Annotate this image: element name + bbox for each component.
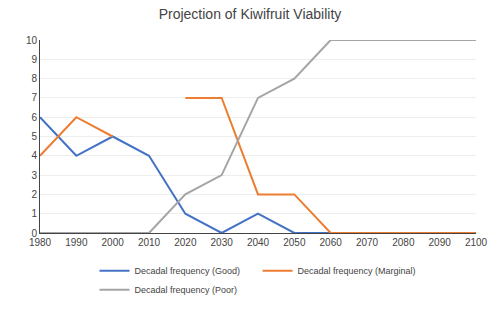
svg-text:9: 9 [31,54,37,65]
svg-text:2020: 2020 [174,237,197,248]
svg-text:5: 5 [31,131,37,142]
svg-text:Decadal frequency (Good): Decadal frequency (Good) [135,266,241,276]
svg-text:0: 0 [31,228,37,239]
svg-text:Decadal frequency (Marginal): Decadal frequency (Marginal) [298,266,416,276]
svg-text:2070: 2070 [356,237,379,248]
svg-text:2: 2 [31,189,37,200]
svg-text:2100: 2100 [465,237,488,248]
svg-text:Projection of Kiwifruit Viabil: Projection of Kiwifruit Viability [159,6,342,22]
svg-text:2090: 2090 [429,237,452,248]
svg-text:2050: 2050 [283,237,306,248]
svg-text:2010: 2010 [138,237,161,248]
svg-text:1: 1 [31,208,37,219]
svg-text:7: 7 [31,92,37,103]
svg-text:3: 3 [31,170,37,181]
svg-text:2000: 2000 [102,237,125,248]
svg-text:Decadal frequency (Poor): Decadal frequency (Poor) [135,285,238,295]
svg-text:2060: 2060 [320,237,343,248]
svg-text:2030: 2030 [211,237,234,248]
svg-text:6: 6 [31,112,37,123]
svg-text:8: 8 [31,73,37,84]
svg-text:1990: 1990 [65,237,88,248]
svg-text:2040: 2040 [247,237,270,248]
svg-text:1980: 1980 [29,237,52,248]
svg-text:4: 4 [31,150,37,161]
svg-text:10: 10 [26,35,38,46]
svg-text:2080: 2080 [392,237,415,248]
